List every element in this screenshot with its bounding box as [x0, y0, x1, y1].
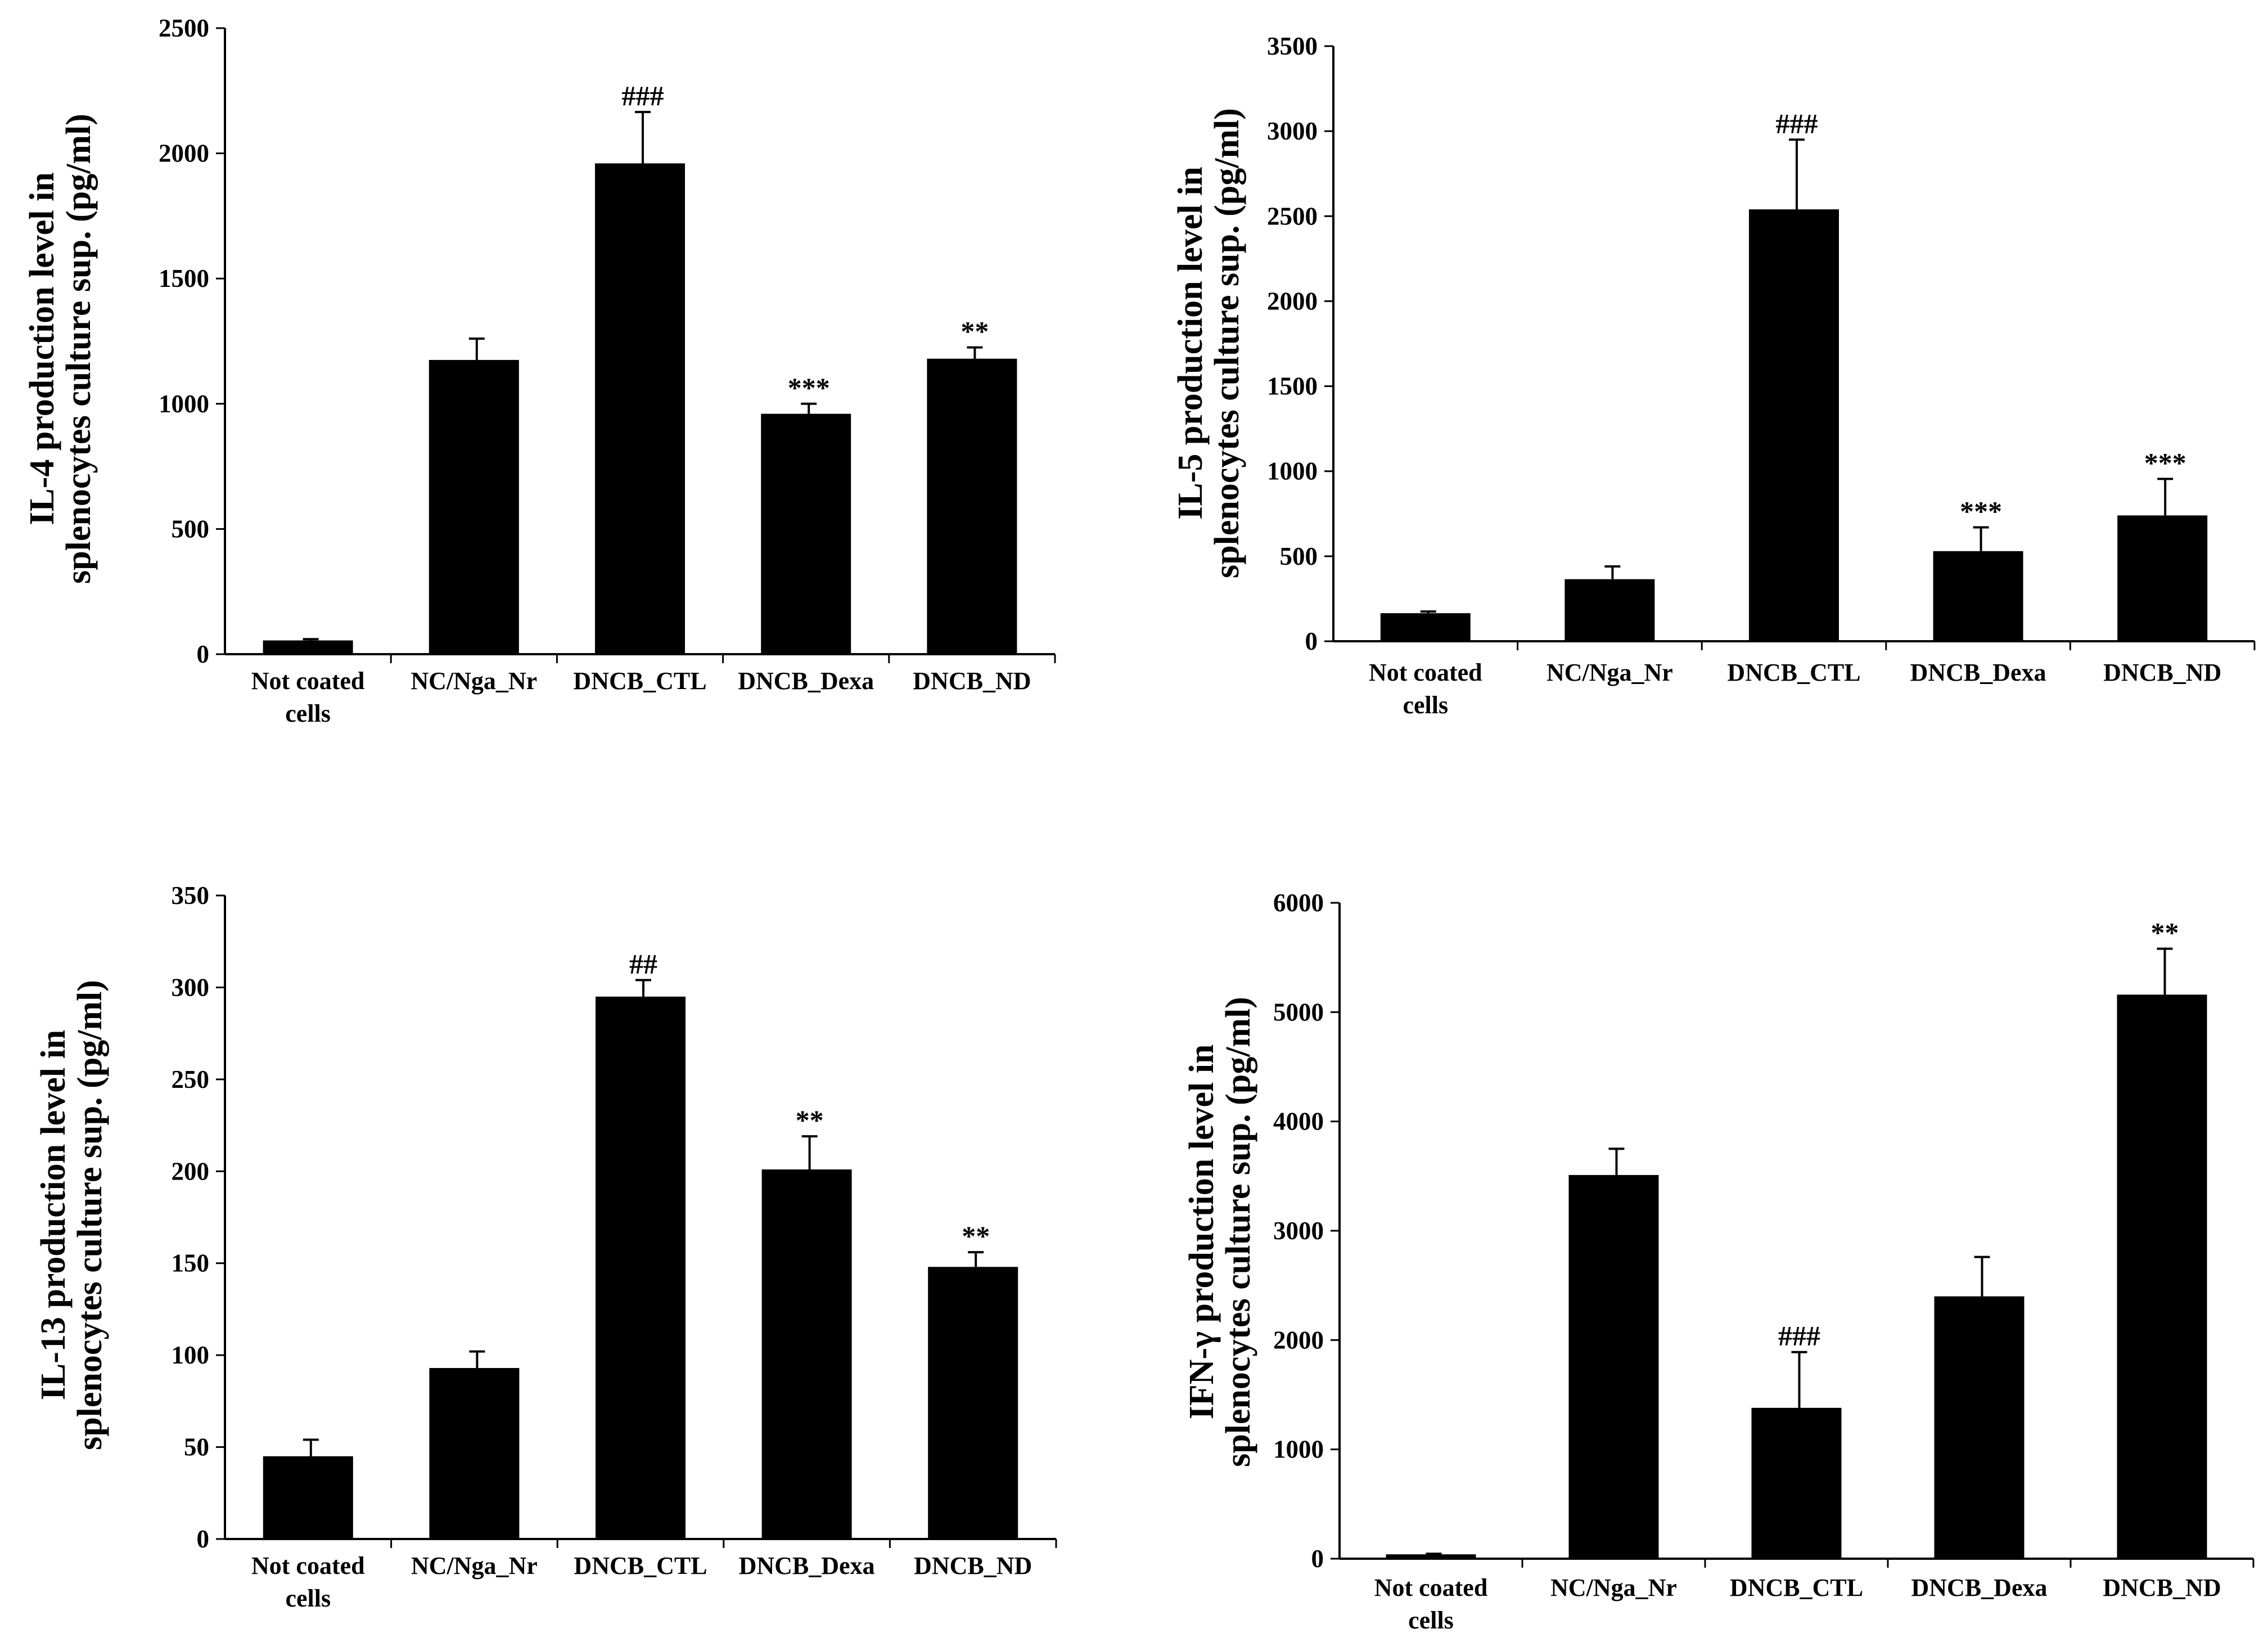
category-label: cells — [285, 700, 331, 727]
bar — [927, 358, 1017, 654]
bar — [429, 1368, 520, 1539]
category-label: DNCB_ND — [2103, 659, 2221, 686]
significance-label: ### — [622, 80, 664, 111]
y-tick-label: 1000 — [1267, 457, 1318, 485]
chart-il5: 0 500 1000 1500 2000 2500 3000 3500 Not coated ce… — [1171, 32, 2256, 719]
category-label: NC/Nga_Nr — [1550, 1574, 1677, 1601]
significance-label: ** — [961, 316, 989, 347]
bar — [1751, 1407, 1842, 1559]
significance-label: *** — [788, 372, 830, 403]
category-label: DNCB_CTL — [1727, 659, 1860, 686]
category-label: cells — [1408, 1606, 1454, 1634]
y-tick-label: 5000 — [1273, 998, 1324, 1026]
bar — [263, 1456, 353, 1539]
category-label: Not coated — [251, 667, 365, 695]
y-tick-label: 1500 — [159, 264, 209, 292]
y-tick-label: 3500 — [1267, 32, 1318, 60]
significance-label: ** — [962, 1220, 990, 1252]
y-axis-label: IL-5 production level in — [1171, 166, 1210, 520]
y-tick-label: 2500 — [1267, 202, 1318, 230]
y-tick-label: 1000 — [159, 390, 209, 418]
y-tick-label: 250 — [172, 1065, 210, 1094]
y-tick-label: 2000 — [159, 140, 209, 168]
category-label: NC/Nga_Nr — [411, 1552, 538, 1580]
bar — [2117, 994, 2207, 1559]
bar — [761, 413, 851, 654]
y-tick-label: 50 — [184, 1433, 209, 1461]
bar — [928, 1267, 1018, 1539]
y-tick-label: 0 — [197, 1525, 210, 1553]
bar — [1564, 579, 1655, 641]
bar — [1380, 613, 1471, 641]
significance-label: ### — [1778, 1320, 1820, 1352]
bar — [1749, 209, 1839, 641]
significance-label: *** — [1960, 495, 2002, 526]
bar — [1933, 551, 2023, 641]
y-tick-label: 350 — [172, 881, 210, 910]
category-label: DNCB_Dexa — [739, 1552, 875, 1580]
y-tick-label: 4000 — [1273, 1108, 1324, 1136]
significance-label: ## — [629, 948, 657, 979]
y-axis-label-line2: splenocytes culture sup. (pg/ml) — [71, 980, 109, 1450]
y-tick-label: 2000 — [1273, 1326, 1324, 1354]
category-label: NC/Nga_Nr — [411, 667, 537, 695]
significance-label: ** — [796, 1104, 824, 1136]
chart-ifng: 0 1000 2000 3000 4000 5000 6000 Not coated cells… — [1183, 889, 2255, 1634]
category-label: DNCB_Dexa — [738, 667, 874, 695]
y-tick-label: 100 — [172, 1341, 210, 1369]
y-tick-label: 6000 — [1273, 889, 1324, 917]
y-tick-label: 0 — [197, 640, 210, 668]
category-label: Not coated — [1369, 659, 1482, 686]
significance-label: ** — [2151, 917, 2179, 948]
category-label: NC/Nga_Nr — [1546, 659, 1673, 686]
bar — [1934, 1296, 2024, 1559]
category-label: Not coated — [251, 1552, 365, 1580]
y-axis-label-line2: splenocytes culture sup. (pg/ml) — [60, 114, 98, 584]
category-label: DNCB_CTL — [573, 667, 706, 695]
category-label: DNCB_ND — [914, 1552, 1032, 1580]
significance-label: *** — [2144, 447, 2186, 478]
bar — [1568, 1174, 1659, 1559]
y-tick-label: 500 — [1280, 542, 1318, 570]
category-label: DNCB_CTL — [1730, 1574, 1863, 1601]
chart-il13: 0 50 100 150 200 250 300 350 Not coated cells NC/N… — [34, 881, 1057, 1612]
bar — [429, 359, 519, 654]
y-axis-label-line2: splenocytes culture sup. (pg/ml) — [1219, 997, 1257, 1467]
y-tick-label: 0 — [1311, 1545, 1324, 1573]
y-tick-label: 150 — [172, 1249, 210, 1277]
chart-il4: 0 500 1000 1500 2000 2500 Not coated cells NC/Ng… — [23, 14, 1056, 727]
y-tick-label: 3000 — [1267, 117, 1318, 145]
category-label: DNCB_ND — [913, 667, 1031, 695]
y-tick-label: 2500 — [159, 14, 209, 42]
bar — [2117, 515, 2208, 641]
y-axis-label: IL-13 production level in — [34, 1030, 73, 1401]
category-label: DNCB_ND — [2103, 1574, 2221, 1601]
y-tick-label: 200 — [172, 1157, 210, 1185]
y-tick-label: 2000 — [1267, 287, 1318, 315]
y-axis-label: IL-4 production level in — [23, 172, 61, 525]
category-label: cells — [1403, 691, 1448, 719]
category-label: DNCB_Dexa — [1910, 659, 2046, 686]
y-tick-label: 3000 — [1273, 1217, 1324, 1245]
category-label: Not coated — [1374, 1574, 1488, 1601]
bar — [1386, 1554, 1476, 1559]
significance-label: ### — [1776, 107, 1818, 139]
y-tick-label: 1000 — [1273, 1436, 1324, 1464]
y-axis-label-line2: splenocytes culture sup. (pg/ml) — [1208, 108, 1246, 578]
category-label: DNCB_Dexa — [1911, 1574, 2048, 1601]
category-label: cells — [285, 1585, 331, 1612]
y-tick-label: 500 — [172, 515, 210, 543]
bar — [761, 1169, 852, 1539]
y-tick-label: 300 — [172, 973, 210, 1001]
bar — [263, 640, 353, 654]
bar — [595, 163, 685, 655]
bar — [596, 996, 686, 1539]
y-axis-label: IFN-γ production level in — [1183, 1045, 1221, 1420]
y-tick-label: 0 — [1305, 627, 1318, 655]
category-label: DNCB_CTL — [574, 1552, 707, 1580]
y-tick-label: 1500 — [1267, 372, 1318, 400]
